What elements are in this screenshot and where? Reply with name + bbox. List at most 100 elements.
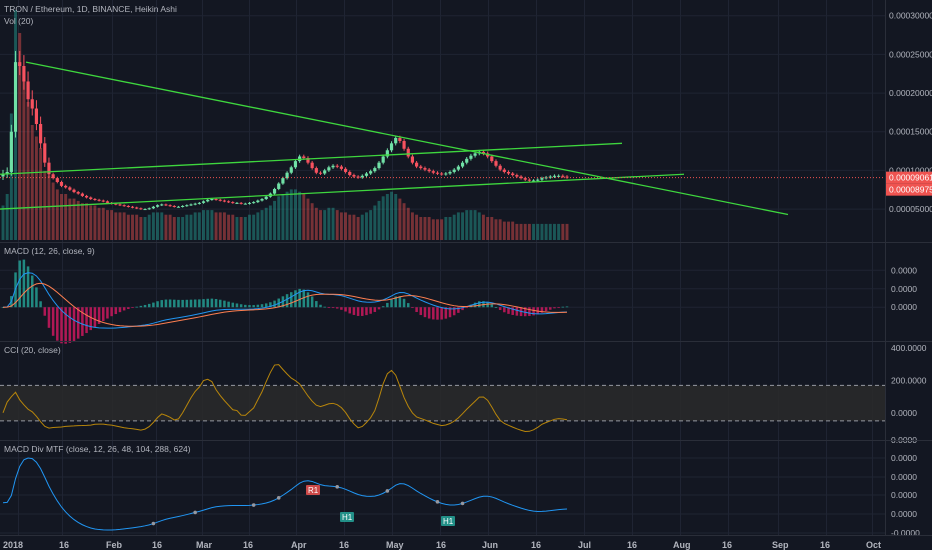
volume-bar: [181, 217, 185, 240]
macd-title: MACD (12, 26, close, 9): [4, 246, 95, 256]
candle-body: [130, 206, 135, 208]
macd-hist-bar: [528, 307, 531, 317]
volume-bar: [394, 194, 398, 240]
volume-bar: [202, 210, 205, 240]
volume-bar: [222, 212, 226, 240]
candle-body: [114, 203, 118, 205]
volume-bar: [189, 214, 193, 240]
candle-body: [214, 199, 218, 201]
volume-bar: [114, 212, 118, 240]
macd-hist-bar: [114, 307, 118, 315]
macd-hist-bar: [135, 306, 138, 308]
macd-histogram: [1, 259, 569, 344]
volume-bar: [523, 223, 527, 240]
volume-bar: [105, 210, 109, 240]
volume-bar: [1, 205, 5, 240]
candle-body: [557, 175, 561, 177]
volume-bar: [239, 217, 243, 240]
price-y-tick-0: 0.00030000: [889, 11, 932, 21]
trendline-upper-channel: [0, 142, 623, 175]
macd-hist-bar: [532, 307, 535, 316]
x-tick-label-1: 16: [59, 540, 69, 550]
macd-div-dot-2: [251, 503, 256, 507]
macd-hist-bar: [432, 307, 435, 320]
macd-hist-bar: [290, 292, 293, 308]
macd-hist-bar: [47, 307, 51, 328]
candle-body: [402, 141, 406, 149]
macd-hist-bar: [22, 259, 26, 308]
macd-hist-bar: [310, 296, 314, 308]
macd-hist-bar: [260, 304, 264, 308]
macd-hist-bar: [331, 307, 335, 309]
macd-hist-bar: [1, 307, 5, 309]
macd-hist-bar: [110, 307, 113, 317]
x-tick-label-2: Feb: [106, 540, 123, 550]
candle-body: [206, 199, 210, 202]
macd-hist-bar: [306, 292, 310, 308]
macd-hist-bar: [298, 288, 301, 308]
volume-bar: [486, 217, 490, 240]
candle-body: [440, 173, 444, 175]
volume-bar: [47, 175, 51, 240]
candle-body: [172, 205, 176, 207]
candle-body: [43, 143, 47, 163]
macd-hist-bar: [561, 306, 565, 308]
candle-body: [139, 208, 143, 210]
volume-bar: [431, 219, 435, 240]
volume-bar: [490, 217, 494, 240]
candle-body: [231, 202, 235, 204]
volume-bar: [156, 212, 160, 240]
cci-y-tick-1: 200.0000: [891, 376, 927, 386]
macd-hist-bar: [231, 302, 235, 308]
macd-hist-bar: [164, 299, 168, 308]
volume-bar: [298, 191, 302, 240]
candle-body: [97, 199, 101, 201]
macd-hist-bar: [35, 287, 38, 308]
volume-bar: [9, 113, 13, 240]
macd-hist-bar: [89, 307, 92, 331]
volume-bar: [477, 212, 481, 240]
candle-body: [260, 199, 264, 201]
cci-title: CCI (20, close): [4, 345, 61, 355]
macd-hist-bar: [223, 300, 226, 308]
macd-hist-bar: [427, 307, 431, 319]
price-y-tick-5: 0.00005000: [889, 204, 932, 214]
cci-y-tick-0: 400.0000: [891, 343, 927, 353]
macd-hist-bar: [340, 307, 343, 310]
volume-bar: [360, 214, 364, 240]
x-tick-label-7: 16: [339, 540, 349, 550]
candle-body: [39, 124, 43, 144]
macd-hist-bar: [478, 301, 481, 308]
volume-bar: [498, 219, 502, 240]
macd-hist-bar: [273, 300, 276, 308]
candle-body: [84, 195, 89, 198]
macd-hist-bar: [490, 304, 494, 308]
macd-div-annotations: R1 H1 H1: [306, 485, 455, 526]
candle-body: [126, 205, 130, 207]
macd-hist-bar: [39, 301, 42, 308]
candle-body: [47, 162, 51, 175]
macd-div-dot-6: [435, 500, 440, 504]
macd-hist-bar: [365, 307, 368, 316]
volume-bar: [289, 189, 293, 240]
candle-body: [30, 99, 34, 109]
candle-body: [277, 183, 281, 189]
volume-bar: [252, 214, 256, 240]
candle-body: [494, 161, 498, 166]
div-y-tick-1: 0.0000: [891, 453, 917, 463]
macd-hist-bar: [436, 307, 439, 320]
candle-body: [410, 156, 415, 163]
volume-bar: [139, 217, 143, 240]
volume-bar: [502, 221, 506, 240]
volume-bar: [164, 214, 168, 240]
volume-bar: [544, 223, 548, 240]
volume-bar: [26, 102, 30, 240]
macd-hist-bar: [81, 307, 84, 336]
x-tick-label-11: 16: [531, 540, 541, 550]
macd-hist-bar: [557, 307, 560, 309]
macd-hist-bar: [214, 299, 218, 308]
macd-hist-bar: [348, 307, 352, 314]
volume-bar: [243, 217, 247, 240]
macd-y-tick-0: 0.0000: [891, 265, 917, 275]
candle-body: [369, 171, 373, 174]
